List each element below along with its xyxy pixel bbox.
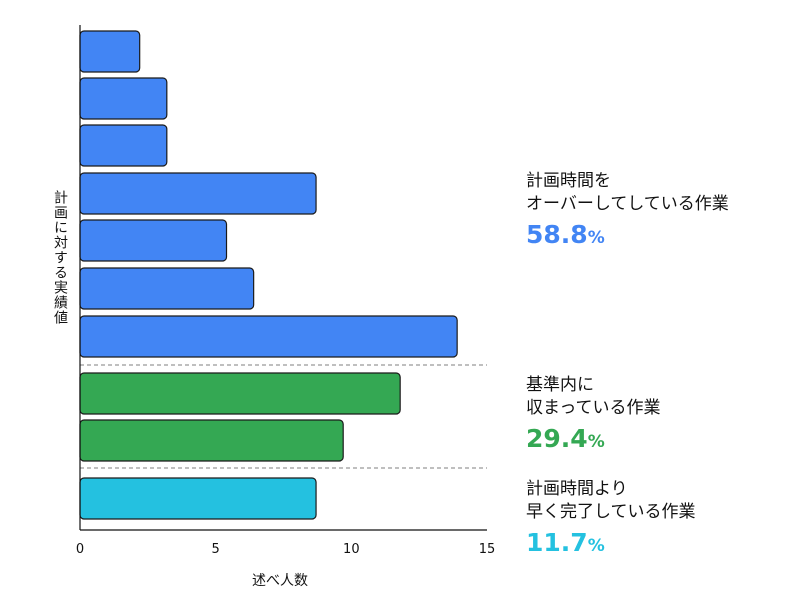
bar-over-3 xyxy=(79,124,168,167)
x-axis-title: 述べ人数 xyxy=(252,573,308,589)
bar-early-10 xyxy=(79,477,317,520)
annotation-early-line-2: 早く完了している作業 xyxy=(526,502,696,522)
annotation-over-percent-sign: % xyxy=(587,228,605,248)
annotation-within-percent-sign: % xyxy=(587,432,605,452)
bar-over-2 xyxy=(79,77,168,120)
x-tick-label-5: 5 xyxy=(212,542,220,557)
annotation-over-line-2: オーバーしてしている作業 xyxy=(526,194,729,214)
annotation-early-percent-value: 11.7 xyxy=(526,528,588,557)
annotation-over: 計画時間を オーバーしてしている作業 58.8% xyxy=(526,170,796,254)
annotation-early-percent: 11.7% xyxy=(526,527,796,562)
annotation-within-line-1: 基準内に xyxy=(526,375,594,395)
x-tick-label-0: 0 xyxy=(76,542,84,557)
bar-over-6 xyxy=(79,267,255,310)
x-ticks: 0 5 10 15 xyxy=(76,542,495,557)
bar-within-8 xyxy=(79,372,401,415)
annotation-within-percent: 29.4% xyxy=(526,423,796,458)
annotation-within: 基準内に 収まっている作業 29.4% xyxy=(526,374,796,458)
y-axis-title: 計画に対する実績値 xyxy=(52,190,68,325)
annotation-early: 計画時間より 早く完了している作業 11.7% xyxy=(526,478,796,562)
annotation-early-percent-sign: % xyxy=(587,536,605,556)
bar-over-1 xyxy=(79,30,141,73)
annotation-over-percent: 58.8% xyxy=(526,219,796,254)
bar-within-9 xyxy=(79,419,344,462)
annotation-over-percent-value: 58.8 xyxy=(526,220,588,249)
annotation-early-line-1: 計画時間より xyxy=(526,479,628,499)
annotation-within-line-2: 収まっている作業 xyxy=(526,398,661,418)
bar-over-7 xyxy=(79,315,458,358)
bar-over-5 xyxy=(79,219,228,262)
x-tick-label-10: 10 xyxy=(343,542,360,557)
annotation-within-percent-value: 29.4 xyxy=(526,424,588,453)
bar-over-4 xyxy=(79,172,317,215)
bars-group xyxy=(79,30,458,520)
group-separators xyxy=(80,364,487,469)
annotation-over-line-1: 計画時間を xyxy=(526,171,611,191)
x-tick-label-15: 15 xyxy=(479,542,496,557)
